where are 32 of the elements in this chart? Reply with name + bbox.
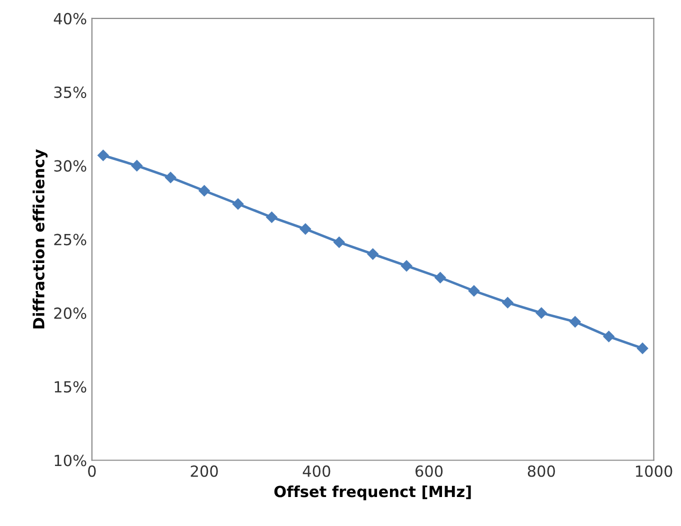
x-tick-label: 400 — [302, 465, 330, 477]
point — [502, 297, 514, 308]
point — [232, 198, 244, 210]
x-tick-label: 800 — [528, 465, 555, 477]
y-tick-label: 25% — [54, 234, 86, 246]
x-tick-label: 0 — [88, 465, 96, 477]
y-tick-label: 35% — [54, 86, 86, 98]
point — [434, 272, 446, 284]
point — [300, 223, 312, 235]
point — [98, 150, 109, 161]
point — [468, 285, 480, 296]
y-tick-label: 10% — [54, 454, 86, 466]
x-tick-label: 1000 — [636, 465, 672, 477]
point — [334, 236, 345, 248]
y-tick-label: 30% — [54, 160, 86, 172]
y-tick-label: 20% — [54, 307, 86, 319]
point — [131, 160, 142, 172]
point — [603, 330, 614, 342]
y-tick-label: 40% — [54, 12, 86, 24]
point — [536, 307, 547, 319]
point — [636, 342, 648, 354]
y-axis-title: Diffraction efficiency — [32, 149, 48, 328]
point — [367, 248, 378, 260]
point — [164, 172, 176, 184]
x-axis-title: Offset frequenct [MHz] — [274, 485, 471, 500]
point — [570, 316, 581, 328]
y-tick-label: 15% — [54, 381, 86, 393]
point — [198, 185, 210, 196]
x-tick-label: 600 — [416, 465, 443, 477]
x-tick-label: 200 — [190, 465, 218, 477]
point — [400, 260, 412, 272]
point — [266, 212, 278, 223]
